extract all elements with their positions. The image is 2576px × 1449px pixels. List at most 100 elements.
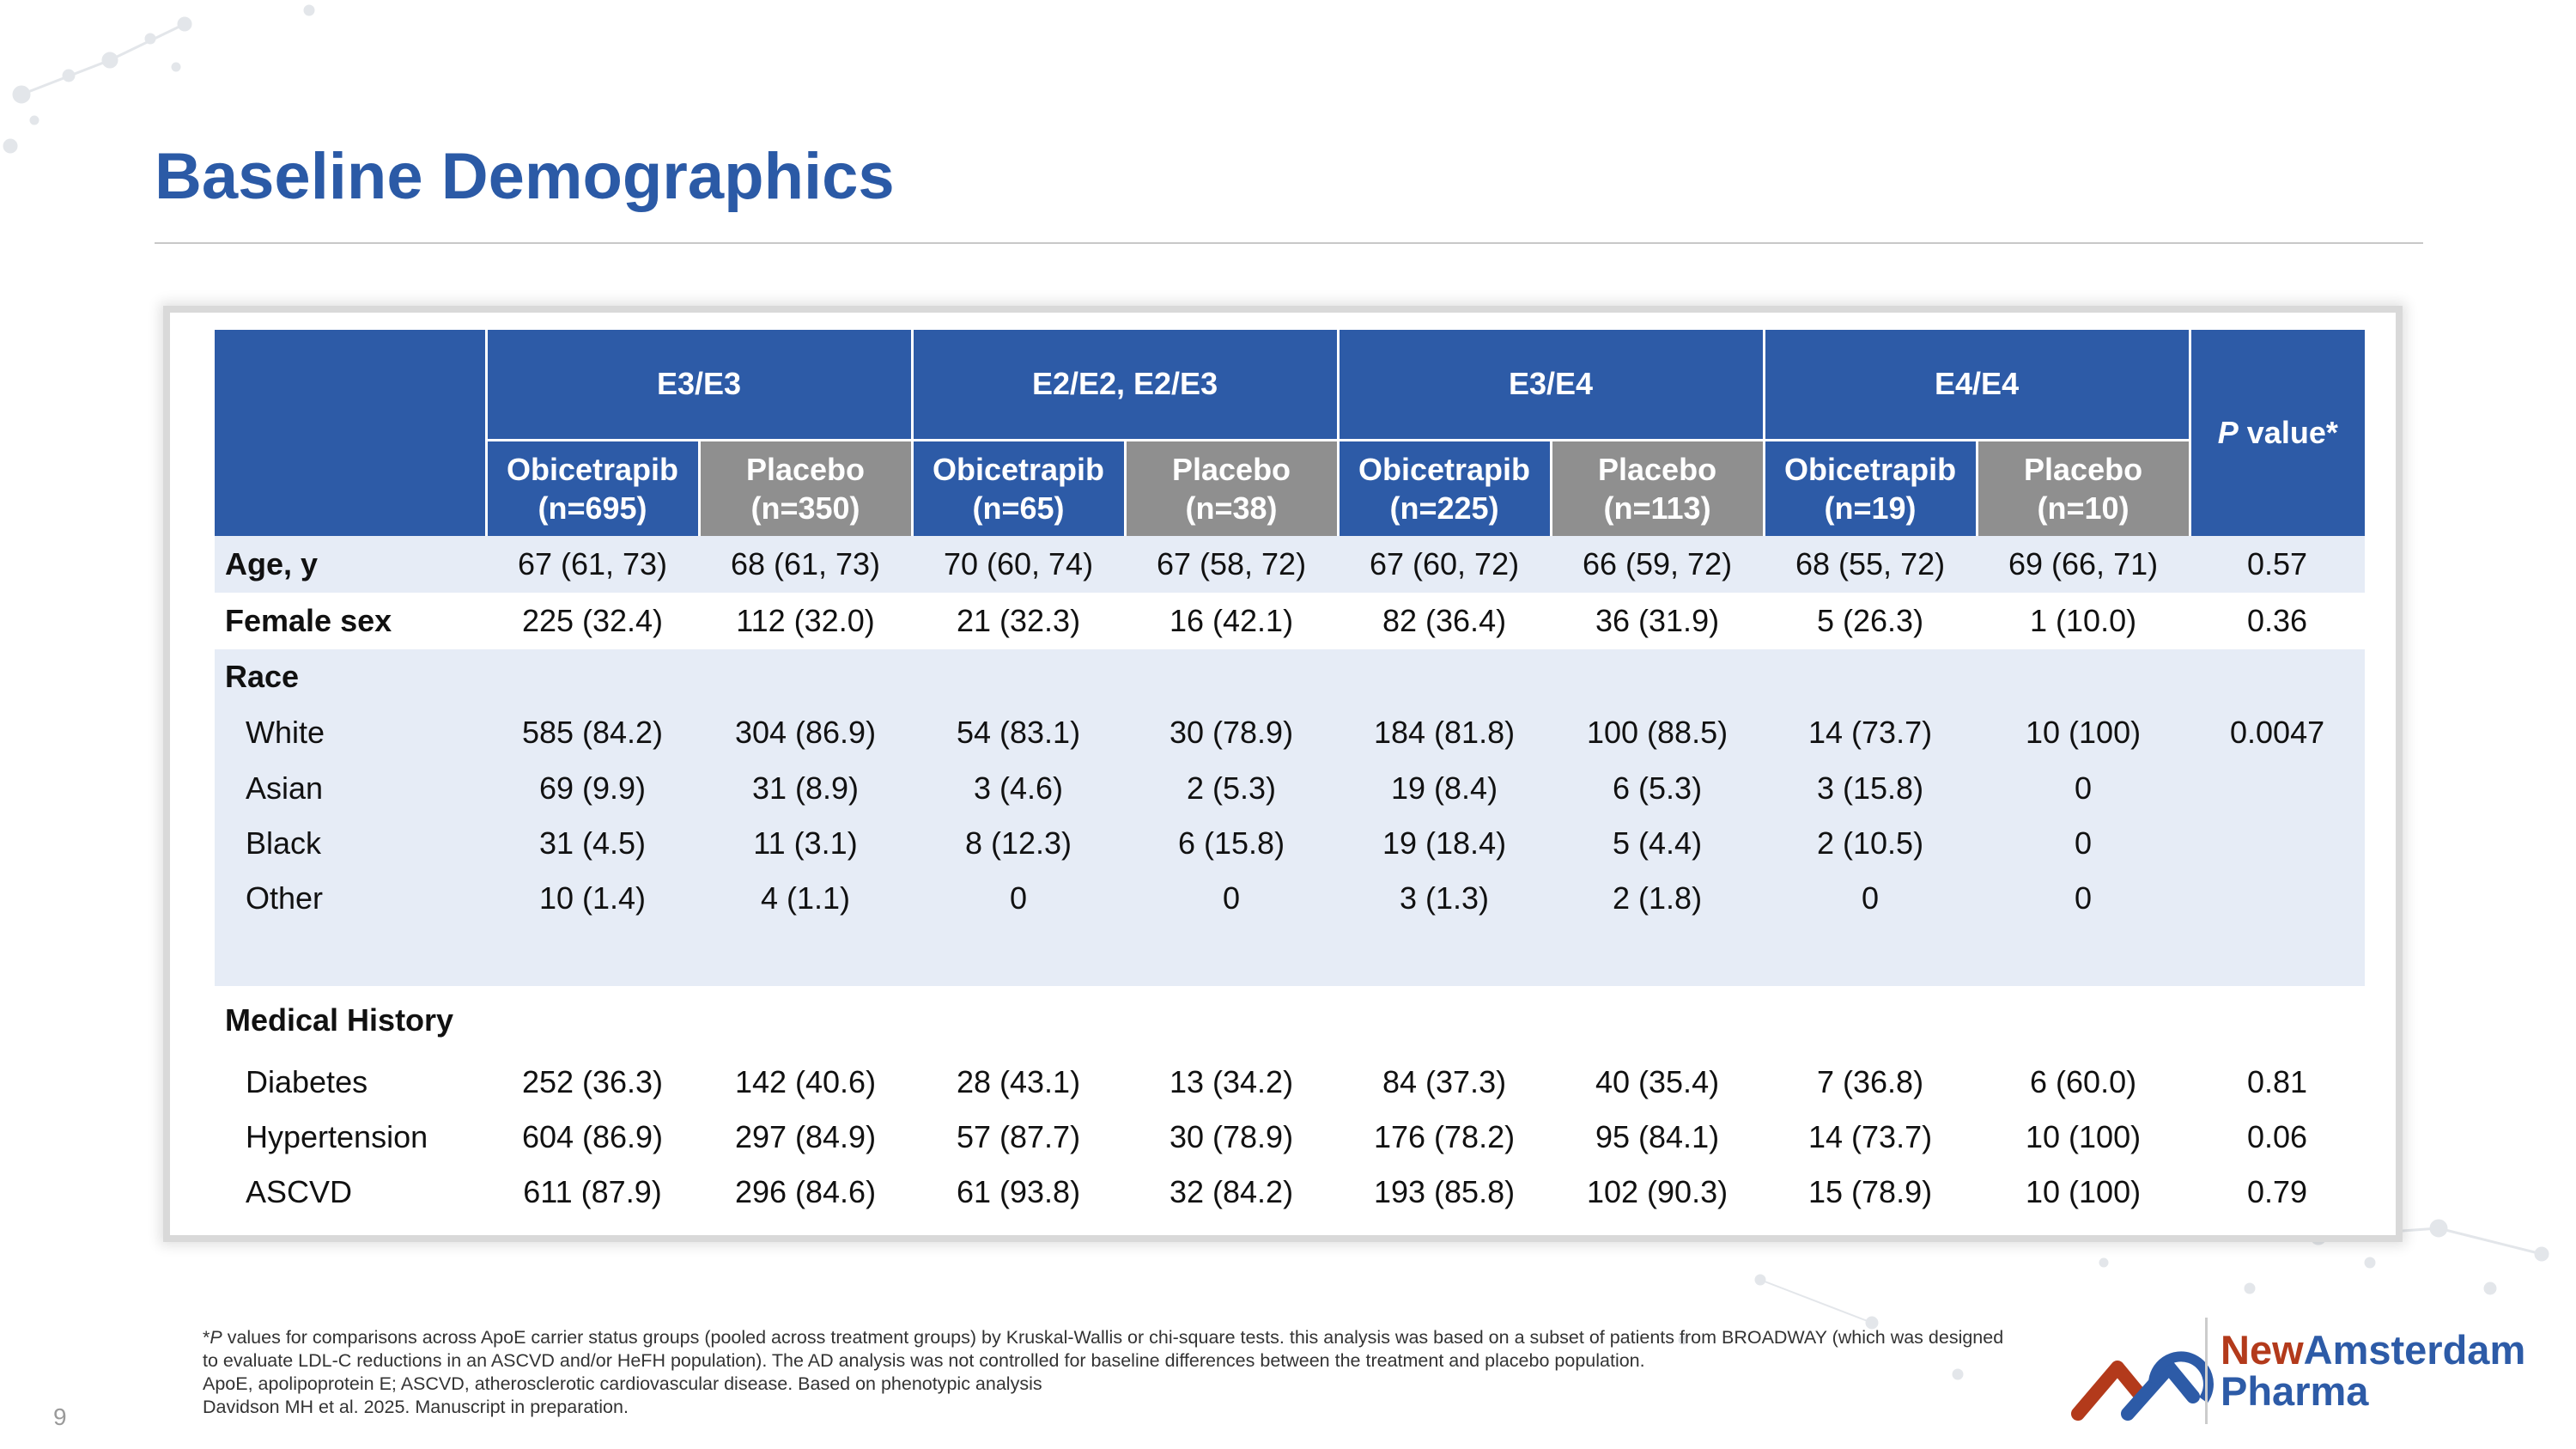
table-cell: 5 (26.3) [1817, 603, 1924, 638]
row-label: Other [215, 871, 486, 926]
group-header: E4/E4 [1762, 330, 2190, 440]
table-cell: 604 (86.9) [521, 1119, 664, 1154]
arm-name: Placebo [2024, 451, 2143, 487]
row-label: Age, y [215, 536, 486, 593]
footnote-line: *P values for comparisons across ApoE ca… [203, 1326, 2023, 1373]
footnote-text: values for comparisons across ApoE carri… [203, 1327, 2004, 1371]
table-cell: 6 (5.3) [1551, 761, 1765, 816]
table-cell: 184 (81.8) [1338, 704, 1552, 761]
arm-header: Placebo (n=350) [697, 440, 913, 536]
arm-header: Placebo (n=38) [1123, 440, 1339, 536]
table-row: Black 31 (4.5) 11 (3.1) 8 (12.3) 6 (15.8… [215, 816, 2366, 871]
table-cell: 0 [1125, 871, 1339, 926]
table-cell: 10 (100) [2026, 1174, 2142, 1209]
footnote-line: Davidson MH et al. 2025. Manuscript in p… [203, 1397, 629, 1417]
table-row: ASCVD 611 (87.9) 296 (84.6) 61 (93.8) 32… [215, 1165, 2365, 1220]
table-cell: 82 (36.4) [1382, 603, 1507, 638]
row-label: ASCVD [246, 1174, 353, 1209]
table-cell: 11 (3.1) [699, 816, 913, 871]
table-cell: 67 (60, 72) [1338, 536, 1552, 593]
table-cell: 13 (34.2) [1169, 1064, 1294, 1099]
demographics-table: E3/E3 E2/E2, E2/E3 E3/E4 E4/E4 P value* … [215, 330, 2366, 1220]
arm-name: Placebo [745, 451, 866, 487]
arm-name: Obicetrapib [932, 451, 1105, 487]
row-label: Female sex [225, 603, 392, 638]
table-cell: 31 (8.9) [699, 761, 913, 816]
table-cell: 0 [912, 871, 1126, 926]
arm-n: (n=350) [750, 490, 860, 526]
table-cell: 4 (1.1) [699, 871, 913, 926]
table-cell: 16 (42.1) [1169, 603, 1294, 638]
row-label: Diabetes [246, 1064, 368, 1099]
arm-n: (n=225) [1389, 490, 1499, 526]
footnote-marker: * [203, 1327, 210, 1348]
group-header: E3/E3 [484, 330, 913, 440]
title-divider [155, 242, 2423, 244]
table-cell: 0 [1764, 871, 1978, 926]
pvalue-header-rest: value* [2238, 415, 2338, 450]
table-cell: 6 (60.0) [2030, 1064, 2137, 1099]
logo-word: Pharma [2221, 1368, 2369, 1414]
table-cell: 225 (32.4) [521, 603, 664, 638]
table-cell: 5 (4.4) [1551, 816, 1765, 871]
footnote-line: ApoE, apolipoprotein E; ASCVD, atheroscl… [203, 1373, 1042, 1394]
group-header-row: E3/E3 E2/E2, E2/E3 E3/E4 E4/E4 P value* [215, 330, 2366, 536]
table-cell: 14 (73.7) [1764, 704, 1978, 761]
table-cell: 297 (84.9) [734, 1119, 877, 1154]
table-cell: 28 (43.1) [956, 1064, 1081, 1099]
table-cell: 8 (12.3) [912, 816, 1126, 871]
table-cell: 10 (1.4) [486, 871, 699, 926]
table-cell: 67 (58, 72) [1125, 536, 1339, 593]
table-cell: 611 (87.9) [523, 1174, 662, 1209]
arm-header: Placebo (n=113) [1549, 440, 1765, 536]
medical-history-heading: Medical History [225, 1002, 454, 1038]
arm-header: Placebo (n=10) [1975, 440, 2190, 536]
footnote: *P values for comparisons across ApoE ca… [203, 1326, 2023, 1419]
table-row: Asian 69 (9.9) 31 (8.9) 3 (4.6) 2 (5.3) … [215, 761, 2366, 816]
table-cell: 3 (4.6) [912, 761, 1126, 816]
row-label: Asian [215, 761, 486, 816]
table-cell: 1 (10.0) [2030, 603, 2137, 638]
table-row: Diabetes 252 (36.3) 142 (40.6) 28 (43.1)… [215, 1055, 2365, 1110]
table-cell: 102 (90.3) [1586, 1174, 1728, 1209]
table-cell: 54 (83.1) [912, 704, 1126, 761]
arm-header: Obicetrapib (n=225) [1336, 440, 1552, 536]
arm-n: (n=113) [1603, 490, 1711, 526]
table-row: Other 10 (1.4) 4 (1.1) 0 0 3 (1.3) 2 (1.… [215, 871, 2366, 926]
table-cell: 0 [1977, 761, 2190, 816]
arm-name: Obicetrapib [1784, 451, 1957, 487]
arm-name: Obicetrapib [1358, 451, 1531, 487]
table-cell: 68 (61, 73) [699, 536, 913, 593]
table-cell: 252 (36.3) [521, 1064, 664, 1099]
arm-header: Obicetrapib (n=19) [1762, 440, 1978, 536]
arm-name: Obicetrapib [506, 451, 679, 487]
table-cell: 67 (61, 73) [486, 536, 699, 593]
table-cell: 30 (78.9) [1125, 704, 1339, 761]
table-cell: 61 (93.8) [956, 1174, 1081, 1209]
table-cell: 2 (5.3) [1125, 761, 1339, 816]
row-label: White [215, 704, 486, 761]
table-cell: 70 (60, 74) [912, 536, 1126, 593]
table-row: Age, y 67 (61, 73) 68 (61, 73) 70 (60, 7… [215, 536, 2366, 593]
arm-n: (n=65) [972, 490, 1065, 526]
spacer-row [215, 926, 2366, 986]
table-cell: 7 (36.8) [1817, 1064, 1924, 1099]
pvalue-cell [2190, 816, 2366, 871]
table-cell: 15 (78.9) [1808, 1174, 1933, 1209]
newamsterdam-logo-icon [2071, 1351, 2214, 1421]
pvalue-header-italic: P [2217, 415, 2239, 450]
arm-n: (n=10) [2037, 490, 2129, 526]
pvalue-cell: 0.06 [2247, 1119, 2308, 1154]
pvalue-cell [2190, 871, 2366, 926]
table-cell: 193 (85.8) [1373, 1174, 1516, 1209]
table-cell: 40 (35.4) [1595, 1064, 1720, 1099]
table-cell: 36 (31.9) [1595, 603, 1720, 638]
table-cell: 6 (15.8) [1125, 816, 1339, 871]
arm-header-row: Obicetrapib (n=695) Placebo (n=350) Obicet… [215, 440, 2365, 536]
table-cell: 2 (1.8) [1551, 871, 1765, 926]
group-header: E2/E2, E2/E3 [910, 330, 1339, 440]
arm-name: Placebo [1171, 451, 1291, 487]
table-cell: 21 (32.3) [956, 603, 1081, 638]
pvalue-cell: 0.79 [2247, 1174, 2308, 1209]
table-cell: 66 (59, 72) [1551, 536, 1765, 593]
